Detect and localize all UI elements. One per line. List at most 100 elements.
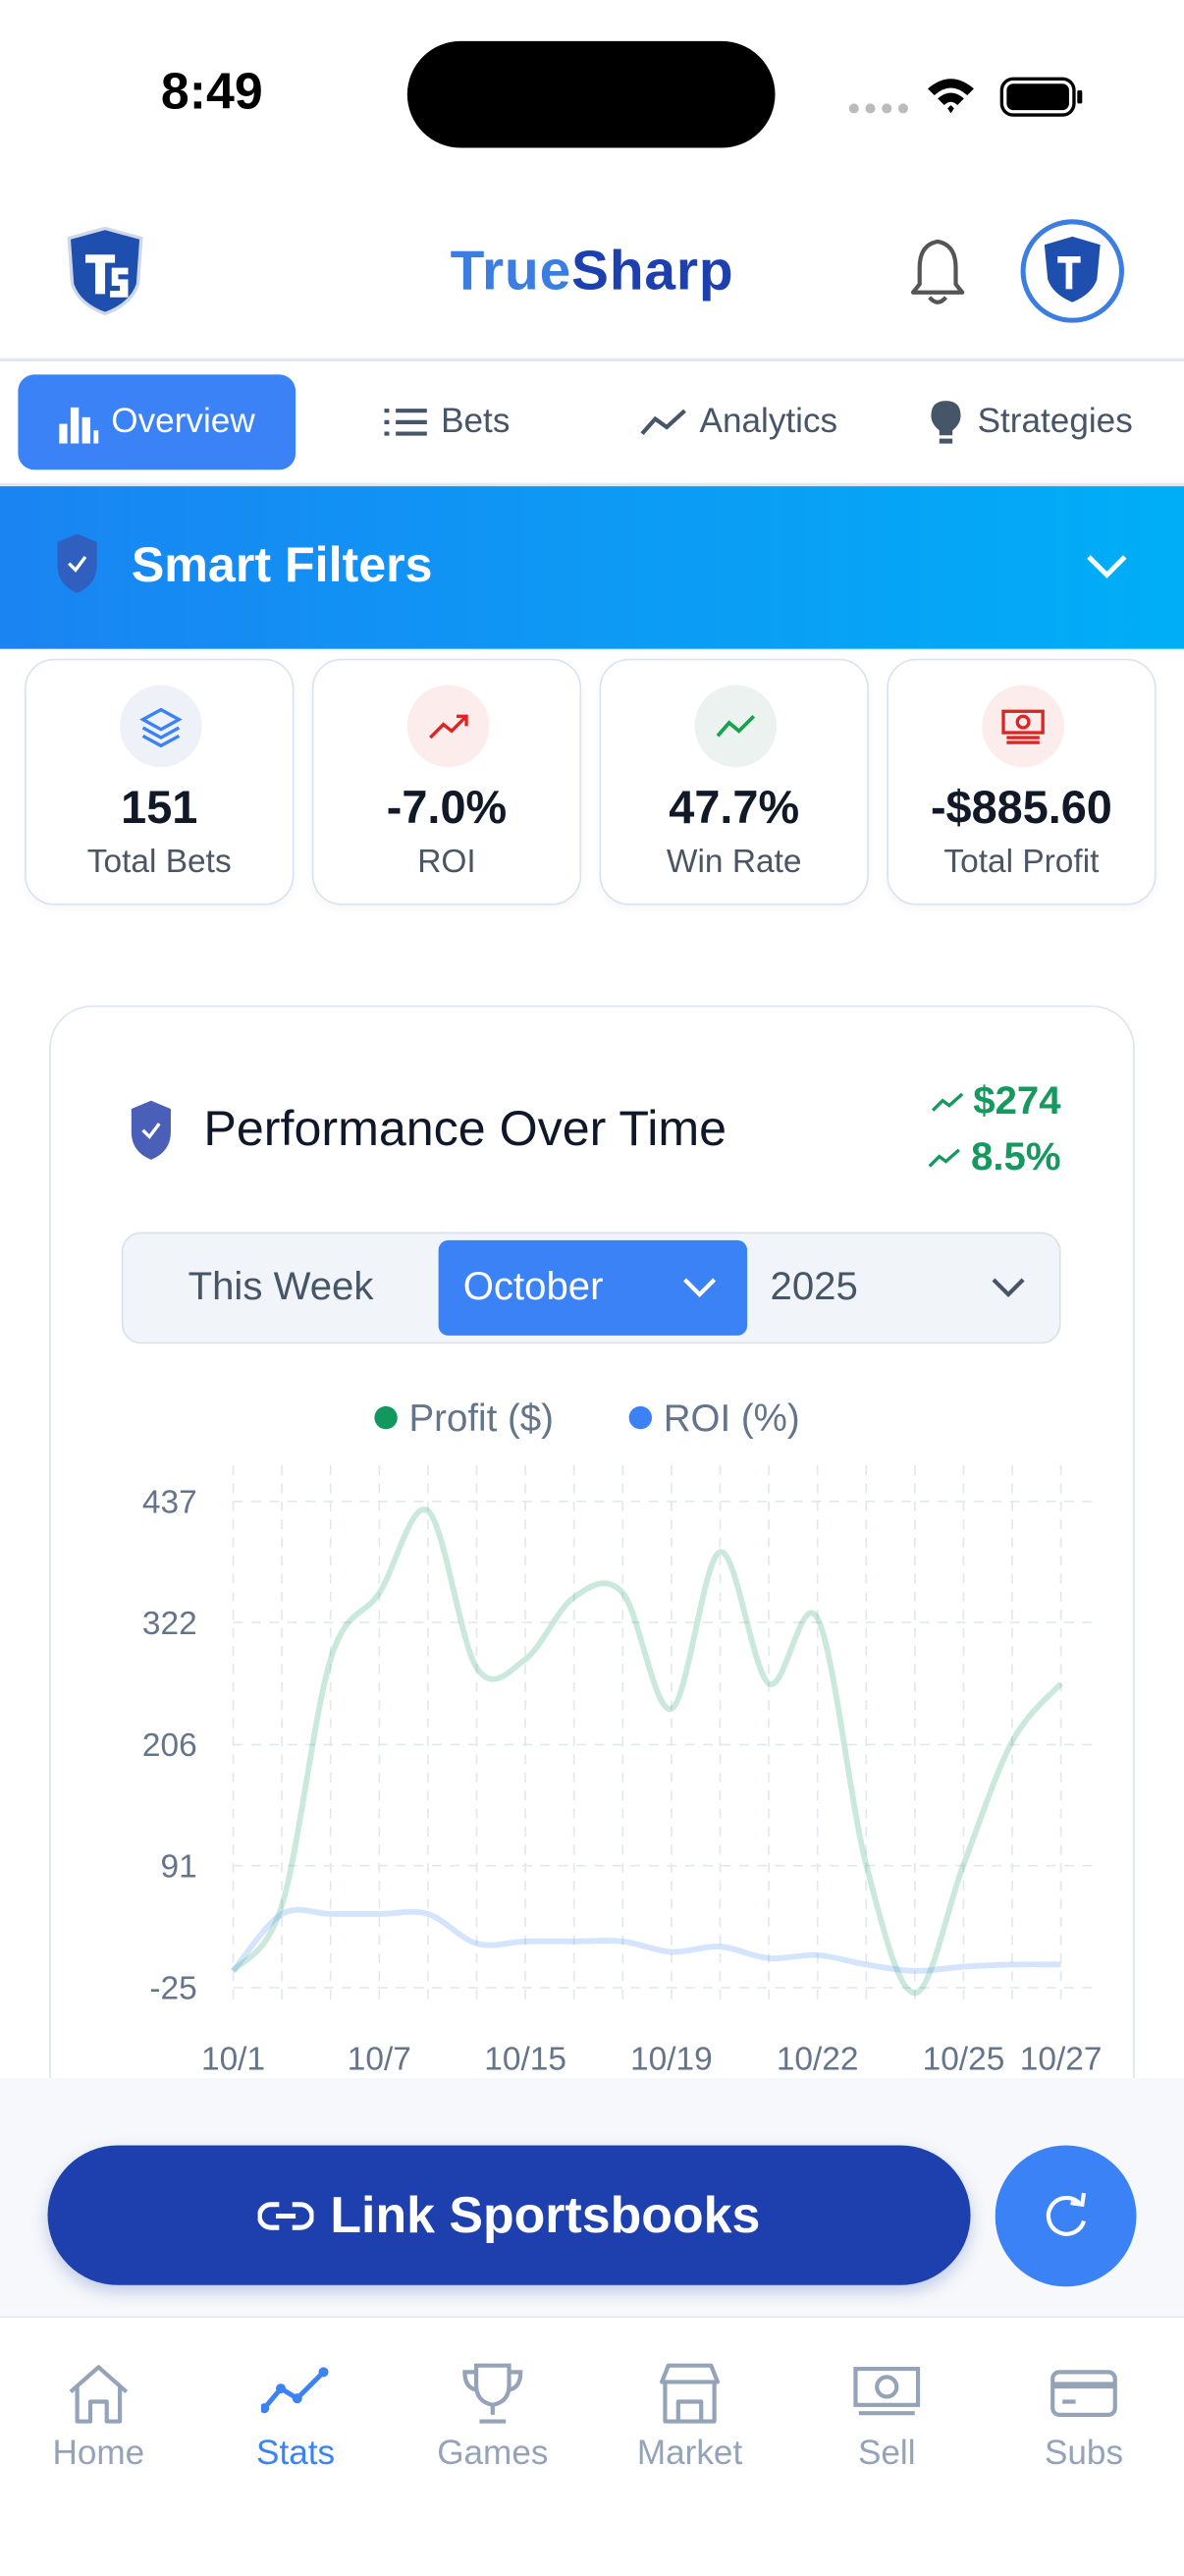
nav-label: Home [52, 2434, 145, 2473]
stat-card: -$885.60 Total Profit [887, 658, 1157, 905]
app-title-part: Sharp [571, 240, 734, 302]
legend-label: ROI (%) [664, 1398, 800, 1440]
stat-value: 47.7% [669, 782, 800, 834]
tab[interactable]: Analytics [608, 374, 871, 469]
tab-label: Overview [111, 402, 255, 441]
nav-icon [853, 2366, 921, 2416]
tab[interactable]: Strategies [895, 374, 1166, 469]
divider [0, 482, 1184, 487]
avatar[interactable] [1018, 217, 1126, 325]
series-line [231, 1906, 1061, 1974]
y-tick-label: 437 [142, 1485, 197, 1521]
tab-label: Bets [441, 402, 511, 441]
stat-card: 151 Total Bets [25, 658, 295, 905]
stat-label: Total Bets [86, 844, 232, 881]
tab-icon [640, 409, 686, 435]
stat-card: 47.7% Win Rate [599, 658, 869, 905]
legend-dot [374, 1405, 398, 1430]
period-option[interactable]: 2025 [770, 1264, 858, 1310]
link-button[interactable]: Link Sportsbooks [47, 2145, 971, 2285]
app-title: TrueSharp [0, 240, 1184, 303]
period-selector: This Week October 2025 [121, 1232, 1061, 1344]
status-time: 8:49 [160, 62, 263, 121]
link-icon [257, 2201, 314, 2229]
nav-label: Market [636, 2434, 743, 2473]
x-tick-label: 10/27 [1020, 2042, 1103, 2078]
legend-label: Profit ($) [409, 1398, 554, 1440]
refresh-button[interactable] [995, 2145, 1137, 2287]
status-icons [848, 77, 1083, 117]
stat-icon [406, 685, 490, 768]
nav-item[interactable]: Sell [788, 2359, 986, 2507]
change-percent: 8.5% [929, 1135, 1061, 1181]
filters-bar[interactable]: Smart Filters [0, 486, 1184, 649]
performance-card [49, 1005, 1135, 2156]
nav-item[interactable]: Games [394, 2359, 591, 2507]
nav-icon [69, 2365, 129, 2424]
filters-title: Smart Filters [131, 538, 433, 593]
stat-label: Total Profit [943, 844, 1100, 881]
x-tick-label: 10/1 [201, 2042, 265, 2078]
y-tick-label: 206 [142, 1727, 197, 1764]
change-amount-text: $274 [973, 1078, 1061, 1124]
series-line [231, 1507, 1063, 1997]
trend-icon [931, 1092, 963, 1112]
nav-label: Subs [1044, 2434, 1124, 2473]
dynamic-island [406, 40, 776, 148]
legend-dot [628, 1405, 653, 1430]
stat-icon [120, 685, 202, 768]
nav-icon [260, 2367, 329, 2414]
x-tick-label: 10/15 [484, 2042, 566, 2078]
change-percent-text: 8.5% [971, 1134, 1061, 1179]
nav-label: Stats [256, 2434, 336, 2473]
tab[interactable]: Bets [329, 374, 567, 469]
trend-icon [929, 1148, 961, 1168]
nav-icon [1050, 2370, 1117, 2417]
stat-value: 151 [121, 782, 198, 834]
period-option: October [462, 1264, 604, 1310]
tab-label: Strategies [977, 402, 1133, 441]
nav-label: Games [437, 2434, 549, 2473]
y-tick-label: -25 [149, 1971, 196, 2007]
tab-icon [931, 401, 961, 444]
tab-active[interactable]: Overview [18, 374, 296, 470]
chevron [1087, 555, 1127, 578]
link-label: Link Sportsbooks [330, 2185, 761, 2244]
shield-icon [131, 1100, 171, 1160]
stat-label: Win Rate [666, 844, 802, 881]
nav-item-active[interactable]: Stats [197, 2359, 395, 2507]
nav-item[interactable]: Home [0, 2359, 197, 2507]
tab-icon [58, 407, 98, 444]
month-select[interactable]: October [438, 1239, 748, 1336]
nav-item[interactable]: Subs [986, 2359, 1183, 2507]
tab-label: Analytics [699, 402, 838, 441]
y-tick-label: 322 [142, 1606, 197, 1642]
stat-value: -$885.60 [930, 782, 1112, 834]
nav-icon [660, 2363, 721, 2424]
period-option[interactable]: This Week [188, 1264, 374, 1310]
x-tick-label: 10/7 [348, 2042, 411, 2078]
divider [0, 357, 1184, 361]
shield-icon [57, 533, 97, 593]
bottom-nav [0, 2316, 1184, 2576]
stat-label: ROI [417, 844, 476, 881]
nav-item[interactable]: Market [591, 2359, 788, 2507]
bell-icon[interactable] [906, 235, 969, 307]
change-amount: $274 [931, 1079, 1061, 1125]
stat-card: -7.0% ROI [311, 658, 582, 905]
stat-icon [982, 685, 1064, 768]
x-tick-label: 10/25 [923, 2042, 1005, 2078]
x-tick-label: 10/19 [630, 2042, 713, 2078]
tab-icon [385, 409, 428, 436]
stat-value: -7.0% [386, 782, 508, 834]
performance-title: Performance Over Time [203, 1102, 727, 1157]
y-tick-label: 91 [161, 1848, 197, 1885]
x-tick-label: 10/22 [777, 2042, 859, 2078]
stat-icon [694, 685, 778, 768]
chevron [683, 1278, 717, 1298]
app-title-part: True [450, 240, 572, 302]
chevron [992, 1278, 1025, 1298]
logo [67, 226, 143, 316]
